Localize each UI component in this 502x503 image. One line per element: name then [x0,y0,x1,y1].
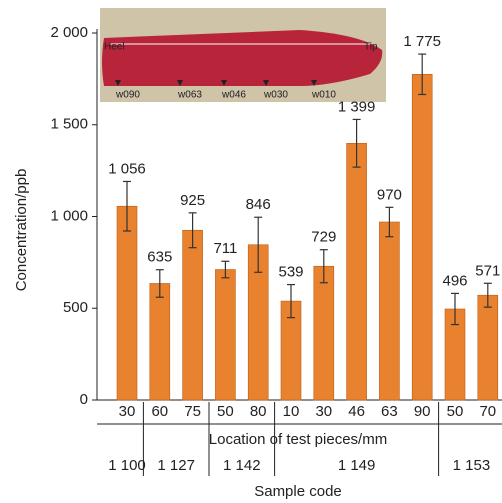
inset-marker-label: w046 [221,90,246,101]
x-tick-label: 75 [184,403,201,420]
bar [314,266,334,400]
x-tick-label: 46 [348,403,365,420]
group-axis-label: Sample code [254,483,342,500]
value-label: 571 [475,262,500,279]
bar [117,206,137,400]
x-axis-label: Location of test pieces/mm [209,431,387,448]
value-label: 496 [442,272,467,289]
x-tick-label: 10 [283,403,300,420]
value-label: 846 [246,196,271,213]
inset-marker-label: w010 [311,90,336,101]
x-tick-label: 80 [250,403,267,420]
bar [215,270,235,400]
bar [478,295,498,400]
y-tick-label: 500 [63,299,88,316]
value-label: 711 [213,240,237,257]
y-tick-label: 1 500 [50,116,88,133]
value-label: 1 056 [108,160,146,177]
group-label: 1 127 [157,457,195,474]
page: {"chart_data": {"type": "bar", "y_label"… [0,0,502,503]
chart: Concentration/ppb Location of test piece… [0,0,502,503]
value-label: 729 [311,229,336,246]
y-tick-label: 0 [80,391,88,408]
inset-marker-label: w030 [263,90,288,101]
value-label: 970 [377,186,402,203]
photo-sample [102,30,382,86]
group-label: 1 153 [453,457,491,474]
bar [150,283,170,400]
group-label: 1 142 [223,457,261,474]
x-tick-label: 50 [447,403,464,420]
y-axis-label: Concentration/ppb [13,169,30,292]
group-label: 1 149 [338,457,376,474]
value-label: 925 [180,192,205,209]
x-tick-label: 30 [119,403,136,420]
x-tick-label: 60 [151,403,168,420]
bar [347,143,367,400]
value-label: 539 [278,264,303,281]
x-tick-label: 70 [479,403,496,420]
bar [379,222,399,400]
y-tick-label: 2 000 [50,24,88,41]
inset-heel: Heel [104,42,125,53]
value-label: 635 [147,249,172,266]
group-label: 1 100 [108,457,146,474]
value-label: 1 399 [338,98,376,115]
x-tick-label: 30 [315,403,332,420]
bar [412,74,432,400]
x-tick-label: 50 [217,403,234,420]
x-tick-label: 90 [414,403,431,420]
value-label: 1 775 [403,33,441,50]
bar [183,230,203,400]
inset-photo [100,8,386,102]
inset-tip: Tip [364,42,378,53]
inset-marker-label: w063 [177,90,202,101]
x-tick-label: 63 [381,403,398,420]
inset-marker-label: w090 [115,90,140,101]
y-tick-label: 1 000 [50,207,88,224]
